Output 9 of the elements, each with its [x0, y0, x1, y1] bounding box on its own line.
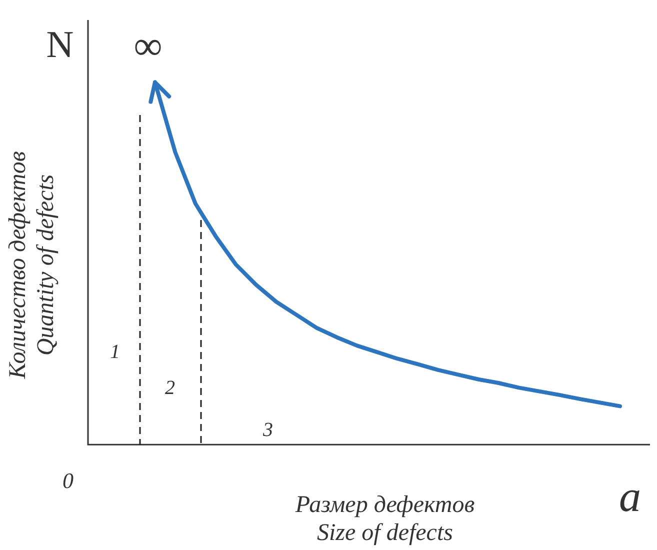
y-axis-title: Количество дефектов Quantity of defects: [4, 151, 60, 379]
text: ∞: [134, 23, 162, 68]
annotation: 3: [263, 419, 273, 441]
text: 0: [62, 468, 74, 493]
annotation: 2: [165, 377, 175, 399]
text: N: [46, 24, 74, 66]
x-axis-title: Размер дефектов Size of defects: [295, 491, 475, 547]
text: a: [619, 472, 641, 521]
text: 1: [110, 341, 120, 363]
